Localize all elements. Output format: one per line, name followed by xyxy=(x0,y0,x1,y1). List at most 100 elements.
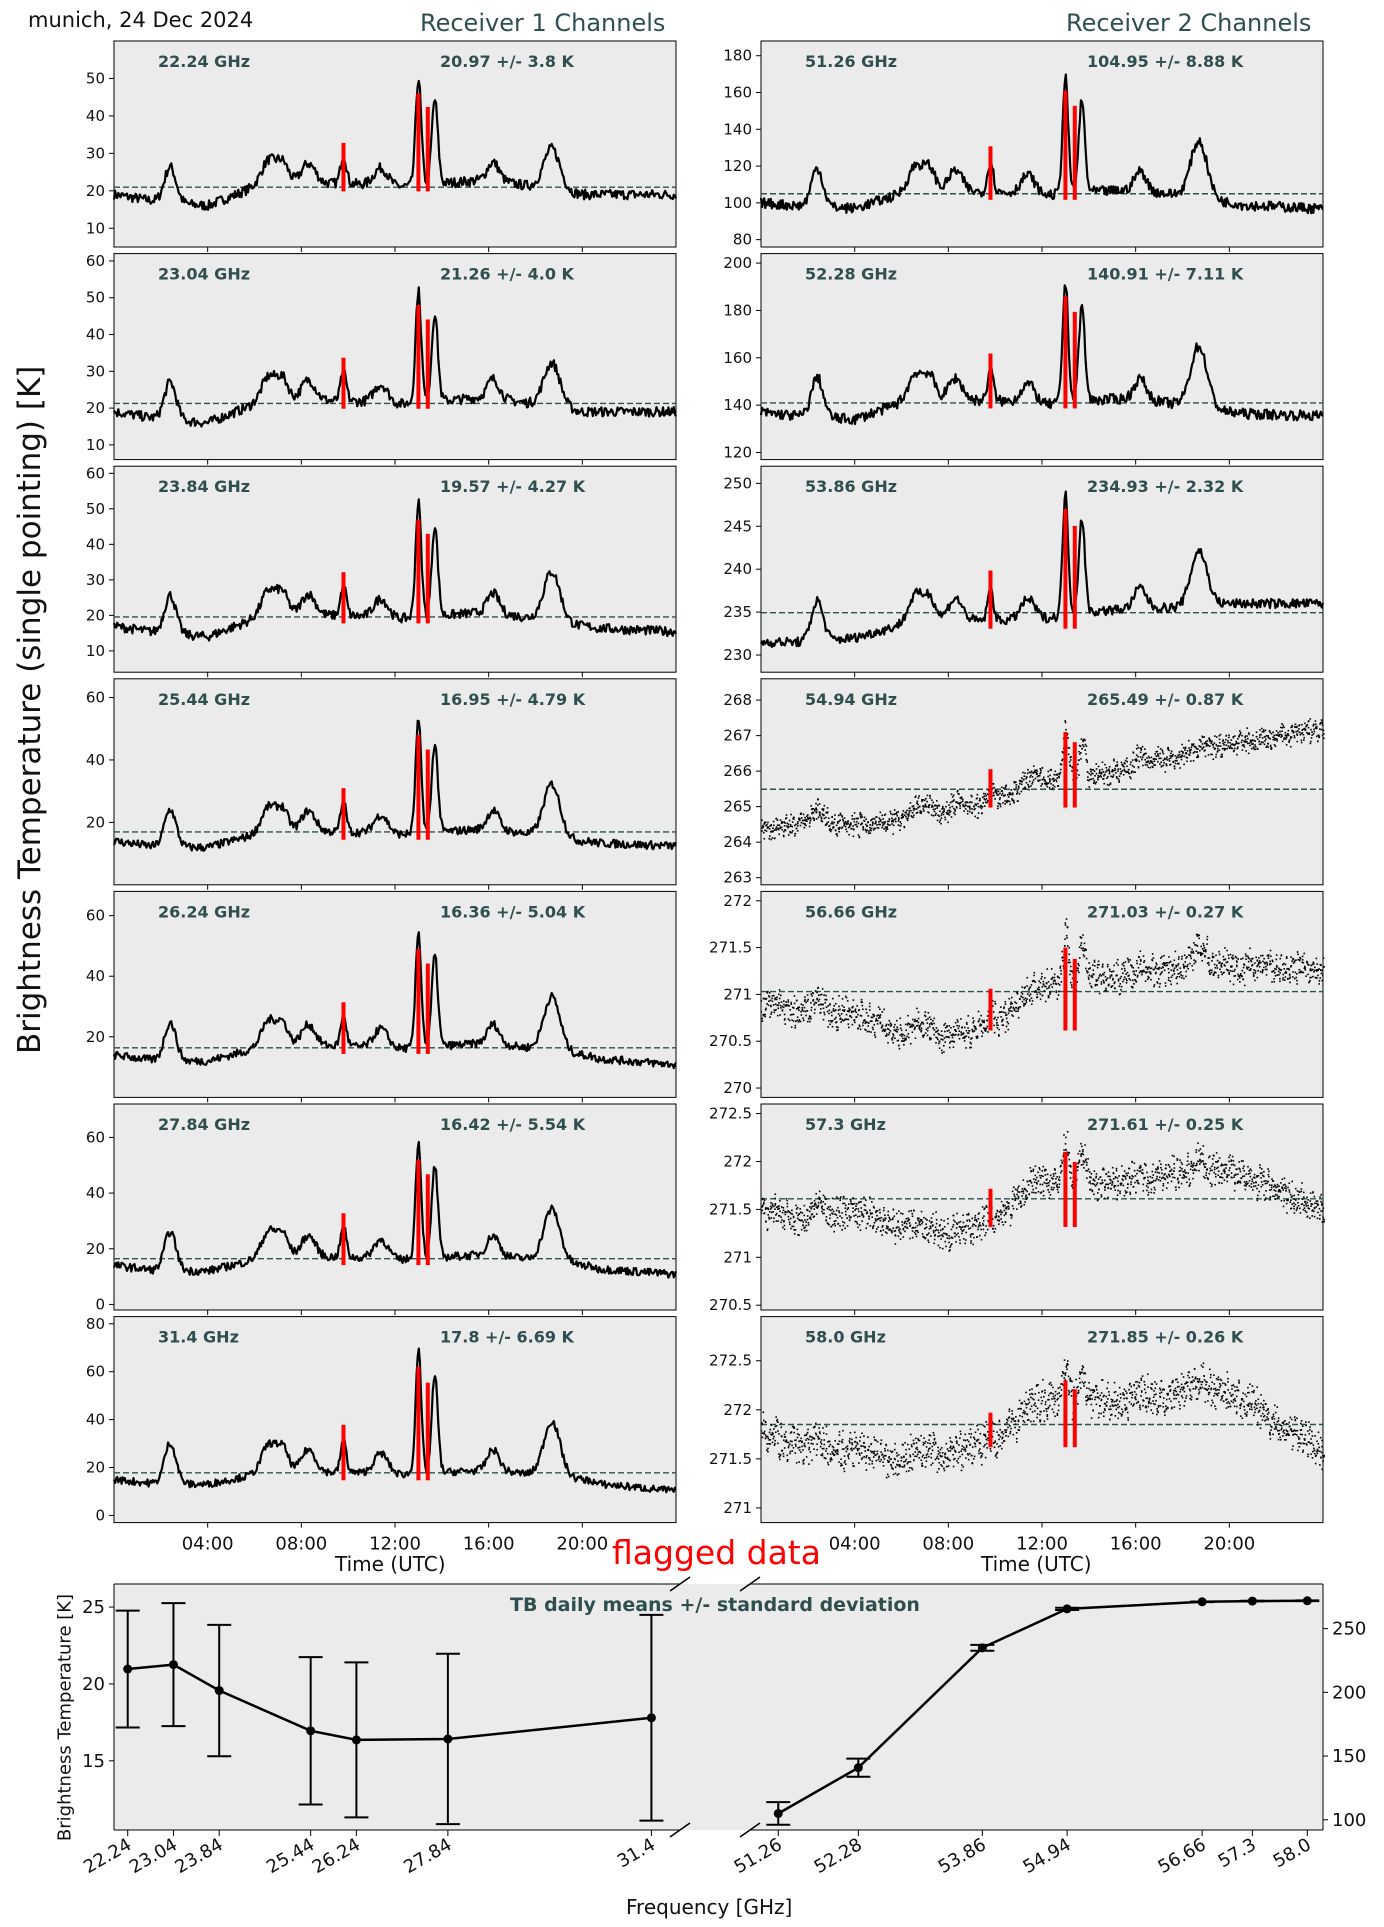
data-point xyxy=(808,822,811,824)
data-point xyxy=(813,1208,816,1210)
data-point xyxy=(902,1228,905,1231)
data-point xyxy=(849,1015,851,1017)
data-point xyxy=(1269,745,1272,748)
data-point xyxy=(1053,973,1056,976)
data-point xyxy=(1025,776,1028,778)
data-point xyxy=(1179,1174,1181,1176)
timeseries-panel xyxy=(109,1316,677,1528)
data-point xyxy=(1277,970,1280,973)
data-point xyxy=(1086,1177,1088,1179)
data-point xyxy=(1237,973,1239,976)
data-point xyxy=(984,1029,987,1031)
data-point xyxy=(949,810,952,813)
data-point xyxy=(1160,957,1162,959)
data-point xyxy=(1256,748,1259,750)
data-point xyxy=(803,826,806,829)
data-point xyxy=(1090,774,1092,776)
data-point xyxy=(1254,745,1257,748)
data-point xyxy=(1021,986,1024,989)
y-tick-label: 30 xyxy=(86,571,105,589)
data-point xyxy=(783,1224,786,1227)
data-point xyxy=(1163,954,1165,957)
y-tick-label: 140 xyxy=(723,120,752,138)
data-point xyxy=(1127,975,1129,977)
data-point xyxy=(1236,961,1238,963)
data-point xyxy=(1226,961,1229,963)
y-tick-label: 270 xyxy=(723,1079,752,1097)
data-point xyxy=(778,1205,780,1207)
data-point xyxy=(796,1016,799,1019)
data-point xyxy=(1290,1199,1292,1201)
data-point xyxy=(1068,761,1071,763)
channel-statistics-label: 234.93 +/- 2.32 K xyxy=(1087,477,1244,496)
data-point xyxy=(1032,1170,1035,1172)
data-point xyxy=(1052,1173,1055,1175)
data-point xyxy=(790,1227,792,1230)
data-point xyxy=(1307,964,1310,966)
data-point xyxy=(1159,973,1162,976)
data-point xyxy=(1263,1180,1266,1183)
data-point xyxy=(1081,1152,1083,1155)
data-point xyxy=(794,835,796,837)
data-point xyxy=(858,836,861,838)
data-point xyxy=(821,1003,823,1006)
data-point xyxy=(1086,1161,1088,1164)
data-point xyxy=(1268,1170,1270,1173)
data-point xyxy=(843,823,846,826)
data-point xyxy=(1068,946,1071,949)
data-point xyxy=(781,1009,784,1011)
data-point xyxy=(1143,961,1145,964)
data-point xyxy=(873,1015,875,1018)
data-point xyxy=(1054,980,1057,982)
data-point xyxy=(894,818,896,821)
data-point xyxy=(1233,747,1236,750)
data-point xyxy=(917,1024,919,1027)
data-point xyxy=(819,993,822,996)
data-point xyxy=(891,1037,893,1040)
data-point xyxy=(911,1212,914,1215)
data-point xyxy=(1154,972,1157,975)
data-point xyxy=(1138,971,1141,974)
data-point xyxy=(976,1035,979,1038)
data-point xyxy=(1000,1218,1002,1220)
data-point xyxy=(821,808,823,810)
data-point xyxy=(1285,1199,1288,1201)
data-point xyxy=(906,819,909,822)
data-point xyxy=(1058,977,1061,979)
data-point xyxy=(1223,1168,1226,1171)
data-point xyxy=(788,1005,791,1007)
data-point xyxy=(1134,979,1137,982)
panel-frame xyxy=(113,1316,677,1524)
data-point xyxy=(1038,1167,1041,1169)
data-point xyxy=(1260,741,1263,743)
data-point xyxy=(1026,985,1028,987)
data-point xyxy=(937,1029,940,1032)
data-point xyxy=(1096,979,1099,981)
data-point xyxy=(820,1202,822,1204)
data-point xyxy=(1236,1180,1239,1183)
data-point xyxy=(935,1228,938,1231)
data-point xyxy=(922,1034,924,1037)
data-point xyxy=(884,1219,886,1221)
data-point xyxy=(761,1198,764,1201)
data-point xyxy=(1232,735,1235,738)
data-point xyxy=(863,1019,866,1021)
data-point xyxy=(955,801,957,803)
data-point xyxy=(925,1018,928,1021)
panel-frame xyxy=(113,253,677,461)
data-point xyxy=(883,822,886,825)
data-point xyxy=(1153,985,1155,988)
data-point xyxy=(826,812,828,814)
data-point xyxy=(778,1207,781,1210)
data-point xyxy=(1266,1182,1268,1185)
data-point xyxy=(1114,765,1117,767)
data-point xyxy=(1259,736,1261,739)
data-point xyxy=(1270,955,1272,957)
data-point xyxy=(1209,973,1211,976)
data-point xyxy=(1289,976,1291,979)
data-point xyxy=(848,1007,850,1010)
data-point xyxy=(1263,743,1266,746)
data-point xyxy=(1228,957,1230,960)
data-point xyxy=(1104,1189,1106,1191)
data-point xyxy=(1170,750,1173,753)
